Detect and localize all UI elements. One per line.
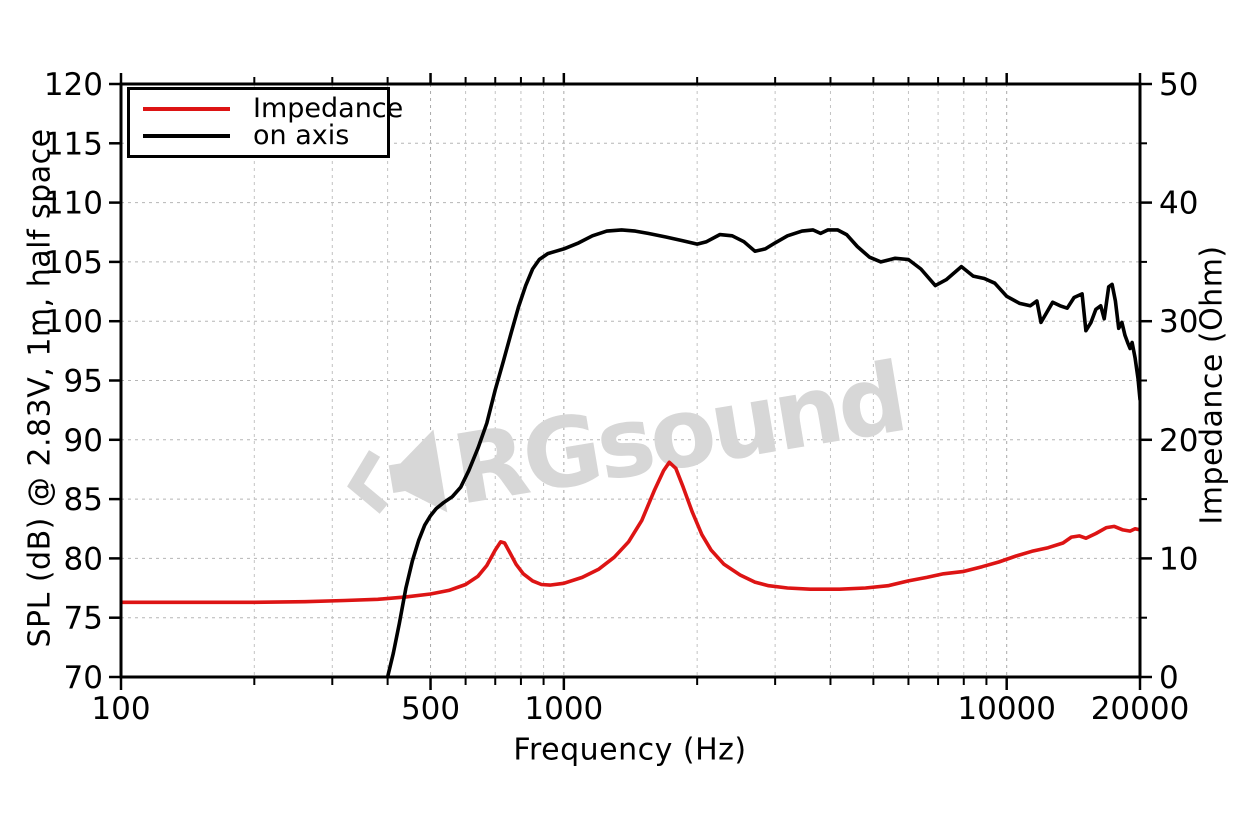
series-line-on-axis [385,228,1141,678]
y-left-tick-label: 70 [64,660,103,696]
watermark-text: RGsound [445,342,910,527]
legend-entry-impedance: Impedance [130,95,403,122]
legend-label-impedance: Impedance [253,93,404,124]
x-axis-title: Frequency (Hz) [513,732,747,768]
y-left-tick-label: 115 [44,126,103,162]
y-left-tick-label: 75 [64,601,103,637]
series-line-impedance [120,460,1141,605]
legend: Impedance on axis [127,87,403,158]
on-axis-line-sample [143,133,230,138]
speaker-wave-icon [347,450,388,514]
speaker-icon [388,429,448,513]
y-left-tick-label: 85 [64,482,103,518]
y-axis-right-title: Impedance (Ohm) [1194,245,1230,525]
x-tick-label: 20000 [1091,691,1190,727]
y-right-tick-label: 40 [1159,186,1198,222]
ticks [109,73,1152,690]
y-left-tick-label: 90 [64,423,103,459]
x-tick-label: 10000 [957,691,1056,727]
y-left-tick-label: 95 [64,364,103,400]
y-right-tick-label: 0 [1159,660,1179,696]
plot-frame [119,82,1142,679]
y-left-tick-label: 105 [44,245,103,281]
x-tick-label: 100 [91,691,150,727]
y-right-tick-label: 50 [1159,67,1198,103]
y-right-tick-label: 30 [1159,304,1198,340]
y-left-tick-label: 100 [44,304,103,340]
y-right-tick-label: 20 [1159,423,1198,459]
series [120,228,1141,678]
x-tick-label: 1000 [524,691,603,727]
y-left-tick-label: 110 [44,186,103,222]
y-right-tick-label: 10 [1159,541,1198,577]
y-axis-left-title: SPL (dB) @ 2.83V, 1m, half space [22,128,58,648]
x-tick-label: 500 [401,691,460,727]
y-left-tick-label: 120 [44,67,103,103]
y-left-tick-label: 80 [64,541,103,577]
legend-label-on-axis: on axis [253,120,350,151]
grid [121,84,1140,677]
legend-entry-on-axis: on axis [130,122,387,149]
impedance-line-sample [143,106,230,111]
